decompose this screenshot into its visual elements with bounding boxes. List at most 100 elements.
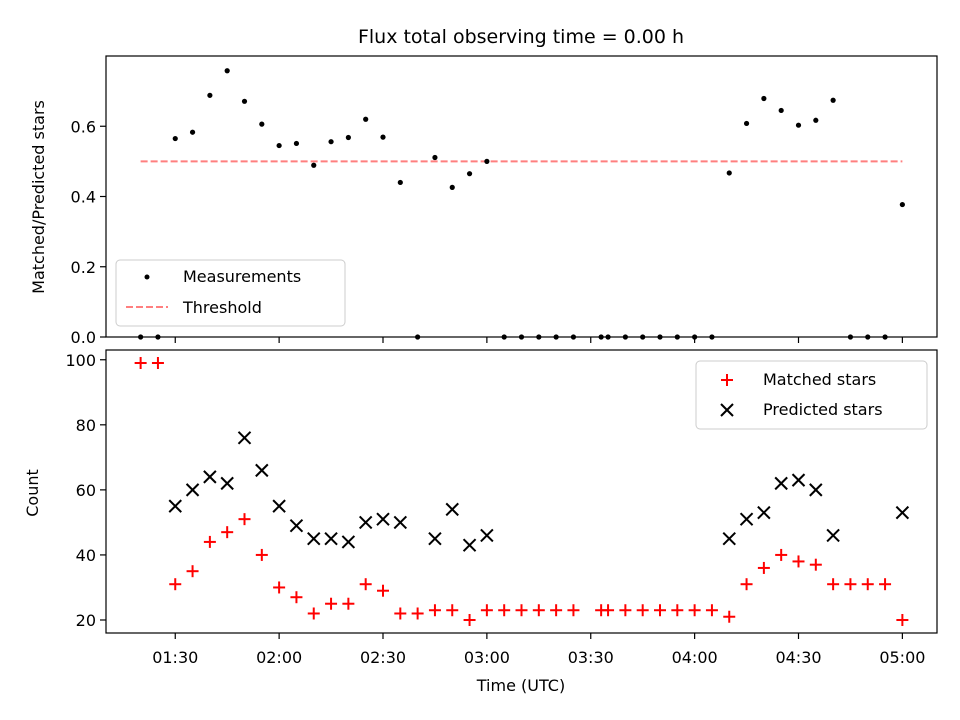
measurement-point — [397, 179, 403, 186]
predicted-x-b — [185, 483, 200, 497]
predicted-x-b — [307, 531, 321, 546]
matched-star-point — [411, 607, 424, 620]
legend-matched-label: Matched stars — [763, 370, 876, 389]
predicted-x-b — [774, 476, 788, 491]
x-tick-label: 05:00 — [879, 648, 925, 667]
count-panel: Count Time (UTC) 20 40 60 80 100 01:30 02:00 02… — [23, 349, 938, 695]
matched-star-point — [723, 610, 736, 623]
predicted-x-b — [341, 535, 356, 549]
predicted-x-b — [289, 518, 304, 533]
legend-threshold-label: Threshold — [182, 298, 262, 317]
legend-measurement-marker — [144, 274, 150, 280]
legend-predicted-label: Predicted stars — [763, 400, 883, 419]
predicted-x-b — [358, 515, 373, 530]
measurement-point — [207, 92, 213, 98]
predicted-x-b — [220, 476, 234, 491]
matched-star-point — [532, 604, 545, 617]
predicted-star-point — [272, 499, 286, 513]
matched-star-point — [515, 604, 528, 617]
matched-star-point — [359, 578, 372, 591]
predicted-star-point — [358, 515, 373, 530]
predicted-x-b — [757, 505, 771, 520]
predicted-x-b — [255, 463, 269, 478]
measurement-point — [189, 129, 196, 135]
matched-star-point — [394, 607, 407, 620]
ratio-y-tick-label: 0.4 — [71, 188, 96, 207]
ratio-legend-box — [115, 259, 346, 327]
count-y-tick-label: 20 — [76, 611, 96, 630]
predicted-star-point — [428, 531, 442, 546]
predicted-star-point — [307, 531, 321, 546]
predicted-star-point — [722, 531, 736, 546]
x-tick-label: 04:00 — [672, 648, 718, 667]
measurement-point — [830, 97, 836, 103]
matched-star-point — [221, 526, 234, 539]
matched-star-point — [844, 578, 857, 591]
measurement-point — [778, 107, 784, 114]
predicted-star-point — [255, 463, 269, 478]
predicted-star-point — [237, 431, 252, 445]
measurement-point — [726, 170, 732, 176]
measurement-point — [259, 121, 265, 127]
legend-matched-marker — [721, 374, 733, 386]
predicted-star-point — [480, 528, 494, 543]
predicted-star-point — [774, 476, 788, 491]
matched-star-point — [671, 604, 684, 617]
predicted-star-point — [739, 512, 754, 526]
predicted-x-b — [445, 502, 459, 517]
ratio-y-tick-label: 0.0 — [71, 328, 96, 347]
predicted-star-point — [289, 518, 304, 533]
measurement-point — [813, 117, 819, 123]
measurement-point — [224, 68, 230, 74]
x-tick-label: 04:30 — [775, 648, 821, 667]
matched-star-point — [307, 607, 320, 620]
matched-star-point — [619, 604, 632, 617]
predicted-star-point — [220, 476, 234, 491]
predicted-star-point — [809, 483, 823, 497]
matched-star-point — [809, 558, 822, 571]
predicted-x-b — [462, 538, 477, 552]
predicted-x-b — [480, 528, 494, 543]
matched-star-point — [688, 604, 701, 617]
predicted-star-point — [445, 502, 459, 517]
matched-star-point — [428, 604, 441, 617]
measurement-point — [293, 140, 300, 147]
measurement-point — [380, 134, 386, 140]
predicted-x-b — [324, 531, 338, 546]
matched-star-point — [446, 604, 459, 617]
predicted-star-point — [185, 483, 200, 497]
matched-star-point — [550, 604, 563, 617]
matched-star-point — [463, 613, 476, 626]
matched-star-point — [602, 604, 615, 617]
measurement-point — [761, 95, 767, 102]
measurement-point — [276, 142, 282, 149]
predicted-x-b — [237, 431, 252, 445]
matched-star-point — [290, 591, 303, 604]
matched-star-point — [705, 604, 718, 617]
measurement-point — [172, 135, 178, 142]
x-tick-label: 02:00 — [256, 648, 302, 667]
predicted-star-point — [341, 535, 356, 549]
predicted-star-point — [791, 473, 806, 487]
count-y-tick-label: 60 — [76, 481, 96, 500]
predicted-star-point — [376, 512, 390, 526]
predicted-x-b — [722, 531, 736, 546]
matched-star-point — [325, 597, 338, 610]
predicted-star-point — [393, 515, 408, 530]
measurement-point — [899, 201, 905, 208]
chart-title: Flux total observing time = 0.00 h — [358, 26, 684, 48]
matched-star-point — [134, 357, 147, 370]
matched-star-point — [636, 604, 649, 617]
predicted-x-b — [272, 499, 286, 513]
ratio-panel: Flux total observing time = 0.00 h Match… — [29, 26, 938, 347]
predicted-x-b — [428, 531, 442, 546]
ratio-legend: Measurements Threshold — [115, 259, 346, 327]
matched-star-point — [879, 578, 892, 591]
predicted-star-point — [462, 538, 477, 552]
matched-star-point — [273, 581, 286, 594]
matched-star-point — [151, 357, 164, 370]
count-axes-ticks: 20 40 60 80 100 01:30 02:00 02:30 03:00 03:30 04:0… — [65, 351, 925, 667]
matched-star-point — [567, 604, 580, 617]
predicted-x-b — [809, 483, 823, 497]
